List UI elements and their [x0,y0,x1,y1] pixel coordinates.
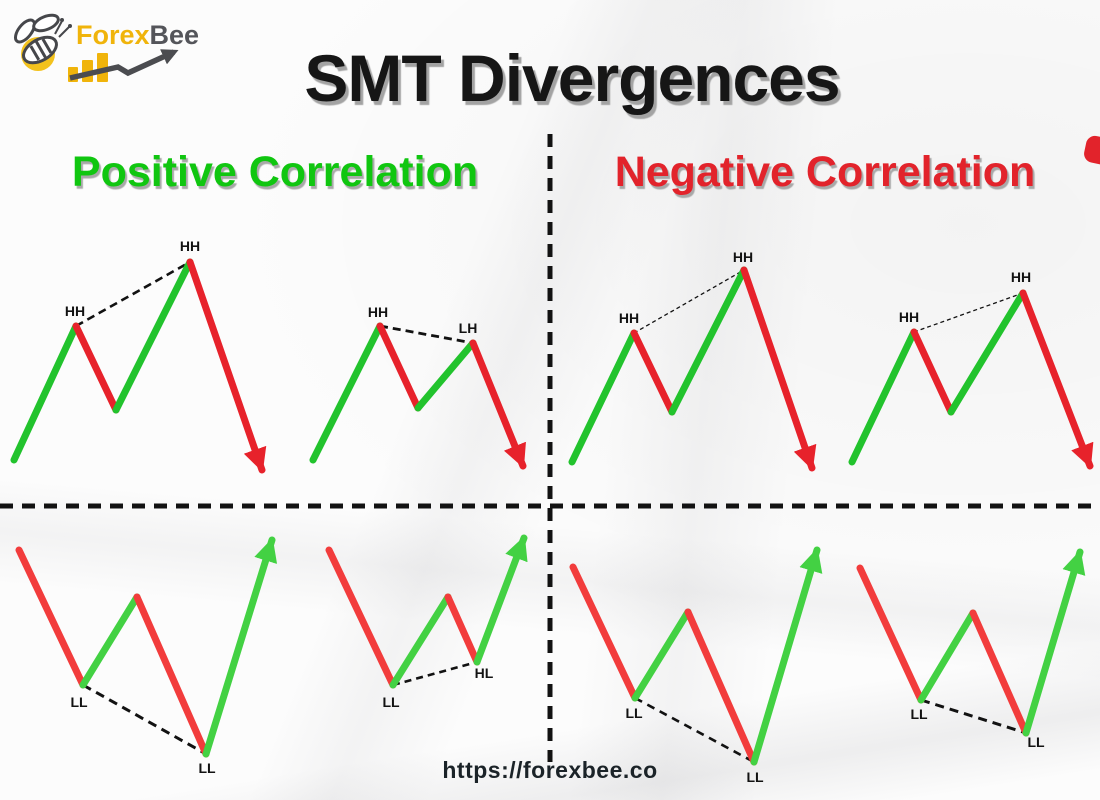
price-leg [376,322,422,412]
price-leg [389,593,452,689]
price-leg [202,536,278,758]
price-leg [631,608,692,702]
price-leg [133,593,210,758]
price-leg [72,322,120,414]
price-leg [444,593,481,666]
price-leg [112,258,194,414]
forexbee-logo: ForexBee [0,0,210,90]
price-leg [910,328,955,416]
price-leg [947,289,1027,416]
price-leg [917,609,977,704]
swing-label: HL [475,665,494,681]
connector-line [913,292,1024,333]
price-leg [740,266,817,472]
price-leg [569,563,639,702]
connector-line [379,324,474,345]
connector-line [82,683,207,756]
page-title: SMT Divergences [304,41,840,115]
pattern-positive-bottom-left: LL LL [15,536,278,776]
swing-label: HH [1011,269,1031,285]
price-leg [568,329,638,466]
connector-line [634,696,755,764]
connector-line [75,260,191,328]
brand-bee: Bee [149,20,200,50]
brand-forex: Forex [76,20,150,50]
swing-label: LL [746,769,764,785]
price-leg [79,593,141,689]
pattern-negative-top-left: HH HH [568,249,817,472]
pattern-positive-top-left: HH HH [10,238,267,474]
growth-chart-icon [68,49,179,82]
connector-line [633,269,745,334]
connector-line [392,660,478,687]
swing-label: LL [625,705,643,721]
price-leg [848,328,918,466]
brand-wordmark: ForexBee [76,20,199,51]
swing-label: LL [70,694,88,710]
price-leg [473,534,528,666]
price-leg [325,546,397,689]
price-leg [186,258,267,474]
pattern-positive-top-right: HH LH [309,304,527,470]
price-leg [469,339,527,470]
price-leg [10,322,80,464]
price-leg [309,322,384,464]
swing-label: LL [910,706,928,722]
price-leg [668,266,748,416]
price-leg [1022,548,1086,737]
price-leg [15,546,87,689]
pattern-positive-bottom-right: LL HL [325,534,528,710]
pattern-negative-top-right: HH HH [848,269,1094,470]
price-leg [969,609,1030,737]
heading-positive-correlation: Positive Correlation [71,148,479,196]
price-leg [414,339,477,412]
swing-label: HH [899,309,919,325]
swing-label: LH [459,320,478,336]
swing-label: HH [65,303,85,319]
pattern-negative-bottom-left: LL LL [569,546,823,785]
price-leg [684,608,758,766]
swing-label: LL [198,760,216,776]
price-leg [856,564,925,704]
swing-label: HH [619,310,639,326]
swing-label: LL [382,694,400,710]
swing-label: LL [1027,734,1045,750]
heading-negative-correlation: Negative Correlation [614,148,1036,196]
swing-label: HH [368,304,388,320]
pattern-negative-bottom-right: LL LL [856,548,1086,750]
connector-line [920,698,1027,735]
bee-icon [13,13,72,71]
swing-label: HH [180,238,200,254]
price-leg [750,546,823,766]
swing-label: HH [733,249,753,265]
price-leg [630,329,676,416]
price-leg [1019,289,1094,470]
footer-url: https://forexbee.co [442,757,658,783]
